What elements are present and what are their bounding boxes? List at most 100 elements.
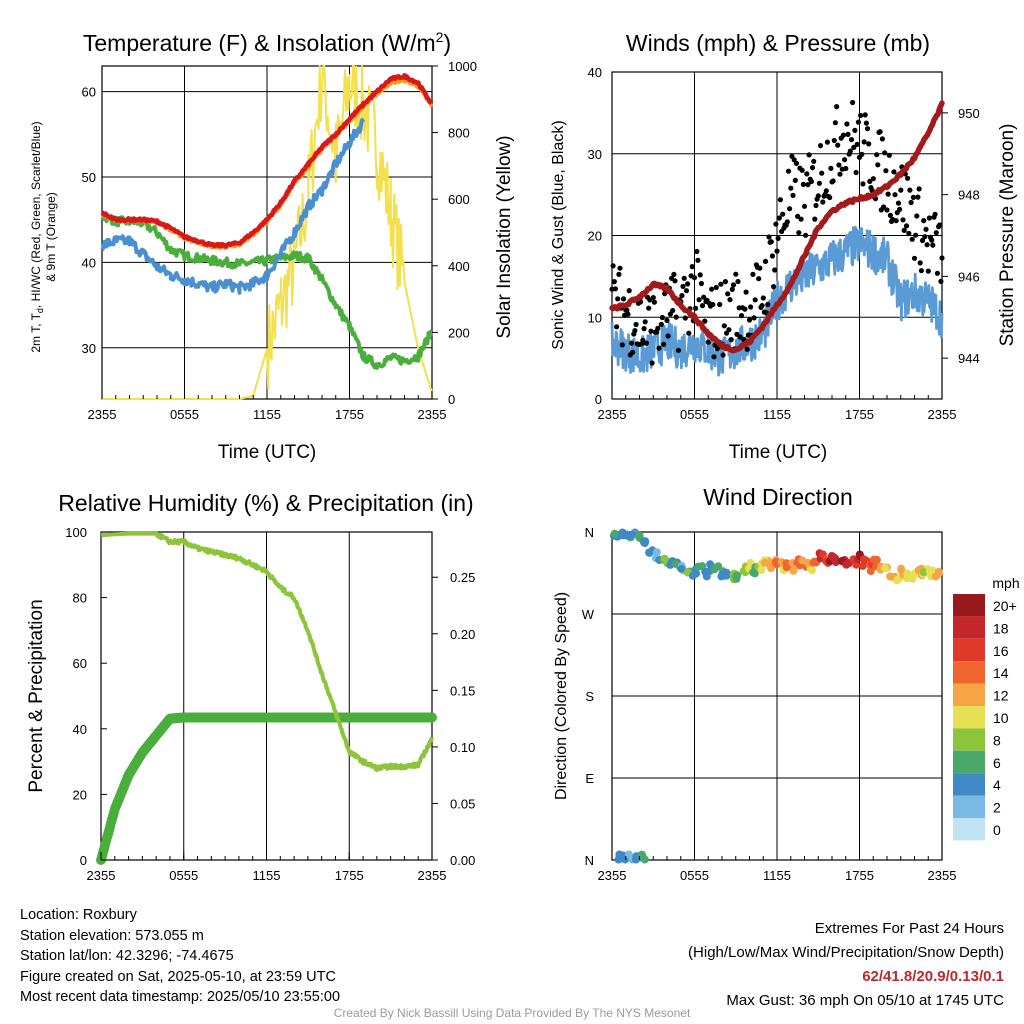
direction-point (645, 548, 654, 557)
temperature-y-label-left-line2: & 9m T (Orange) (44, 192, 58, 282)
y2-tick-label: 950 (958, 106, 980, 121)
gust-point (709, 286, 715, 292)
gust-point (930, 242, 936, 248)
y-tick-label: E (585, 771, 594, 786)
gust-point (853, 169, 859, 176)
winds-pressure-panel: Winds (mph) & Pressure (mb) 2355 0555 1155… (550, 30, 1018, 463)
gust-point (664, 317, 670, 323)
legend-color-swatch (953, 661, 985, 684)
gust-point (625, 311, 631, 317)
legend-color-swatch (953, 638, 985, 662)
gust-point (775, 235, 781, 241)
y-tick-label: 20 (588, 229, 602, 244)
winds-y-label-left: Sonic Wind & Gust (Blue, Black) (550, 120, 567, 349)
gust-point (881, 204, 887, 210)
humidity-precip-panel: Relative Humidity (%) & Precipitation (i… (26, 490, 475, 883)
gust-point (742, 306, 748, 312)
gust-point (911, 255, 918, 261)
direction-point (869, 555, 878, 564)
gust-point (630, 349, 636, 355)
gust-point (710, 301, 716, 308)
gust-point (916, 186, 922, 192)
gust-point (720, 352, 726, 358)
wind-direction-panel: Wind Direction 2355 0555 1155 1755 2355 N W S E N… (553, 484, 1020, 883)
y-tick-label: 60 (82, 85, 96, 100)
y2-tick-label: 0.25 (450, 570, 475, 585)
y-tick-label: W (582, 607, 595, 622)
gust-point (845, 131, 851, 137)
gust-point (847, 148, 853, 154)
gust-point (784, 219, 790, 225)
x-tick-label: 2355 (928, 407, 957, 422)
gust-point (933, 230, 939, 236)
direction-point (692, 569, 701, 578)
y-tick-label: N (585, 525, 594, 540)
gust-point (686, 330, 692, 336)
direction-point (803, 558, 812, 567)
gust-point (759, 303, 765, 309)
direction-point (640, 539, 649, 547)
gust-point (875, 162, 881, 168)
winds-axis-ticks: 2355 0555 1155 1755 235501020304094494694895… (588, 65, 980, 422)
y2-tick-label: 0.00 (450, 853, 475, 868)
gust-point (926, 215, 933, 221)
gust-point (701, 294, 707, 300)
x-tick-label: 0555 (169, 868, 198, 883)
speed-color-legend: mph 20+ 18 16 14 12 10 8 6 4 2 0 (953, 575, 1020, 841)
elevation-text: Station elevation: 573.055 m (20, 927, 204, 944)
legend-label: 16 (993, 643, 1009, 659)
precip-point (427, 712, 437, 723)
gust-point (921, 218, 927, 224)
y-tick-label: 40 (588, 65, 602, 80)
gust-point (913, 232, 919, 238)
y2-tick-label: 0.15 (450, 683, 475, 698)
gust-point (765, 301, 771, 308)
gust-point (800, 181, 807, 187)
gust-point (858, 112, 864, 119)
legend-label: 6 (993, 755, 1001, 771)
gust-point (854, 141, 860, 147)
gust-point (787, 206, 793, 212)
gust-point (771, 284, 777, 290)
winds-panel-title: Winds (mph) & Pressure (mb) (626, 30, 930, 56)
gust-point (728, 337, 734, 343)
gust-point (757, 265, 763, 271)
gust-point (642, 319, 648, 325)
y2-tick-label: 800 (448, 126, 470, 141)
y-tick-label: 30 (588, 147, 602, 162)
gust-point (917, 260, 923, 266)
gust-point (877, 129, 883, 135)
legend-label: 8 (993, 732, 1001, 748)
gust-point (713, 284, 719, 291)
pressure-line (609, 100, 945, 354)
x-tick-label: 2355 (418, 407, 447, 422)
legend-color-swatch (953, 683, 985, 706)
gust-point (744, 346, 750, 352)
latlon-text: Station lat/lon: 42.3296; -74.4675 (20, 948, 234, 964)
direction-point (733, 571, 742, 580)
gust-point (766, 234, 772, 240)
gust-point (895, 200, 902, 206)
gust-point (900, 217, 906, 223)
gust-point (699, 303, 706, 309)
gust-point (820, 199, 826, 205)
humidity-grid (100, 531, 433, 861)
gust-point (738, 313, 745, 319)
gust-point (851, 144, 857, 150)
legend-label: 12 (993, 688, 1009, 704)
gust-point (780, 211, 786, 217)
x-tick-label: 2355 (928, 868, 957, 883)
gust-point (816, 180, 823, 186)
gust-point (769, 253, 776, 259)
gust-point (768, 239, 774, 245)
direction-point (782, 563, 791, 572)
humidity-plot-area (96, 531, 437, 865)
gust-point (698, 280, 705, 287)
gust-point (855, 119, 862, 125)
x-tick-label: 1155 (763, 407, 791, 422)
temperature-insolation-panel: Temperature (F) & Insolation (W/m2) 2355… (29, 29, 515, 463)
temperature-y-label-left-line1: 2m T, Td, HI/WC (Red, Green, Scarlet/Blu… (29, 121, 45, 352)
gust-point (762, 258, 769, 264)
x-tick-label: 2355 (88, 407, 117, 422)
